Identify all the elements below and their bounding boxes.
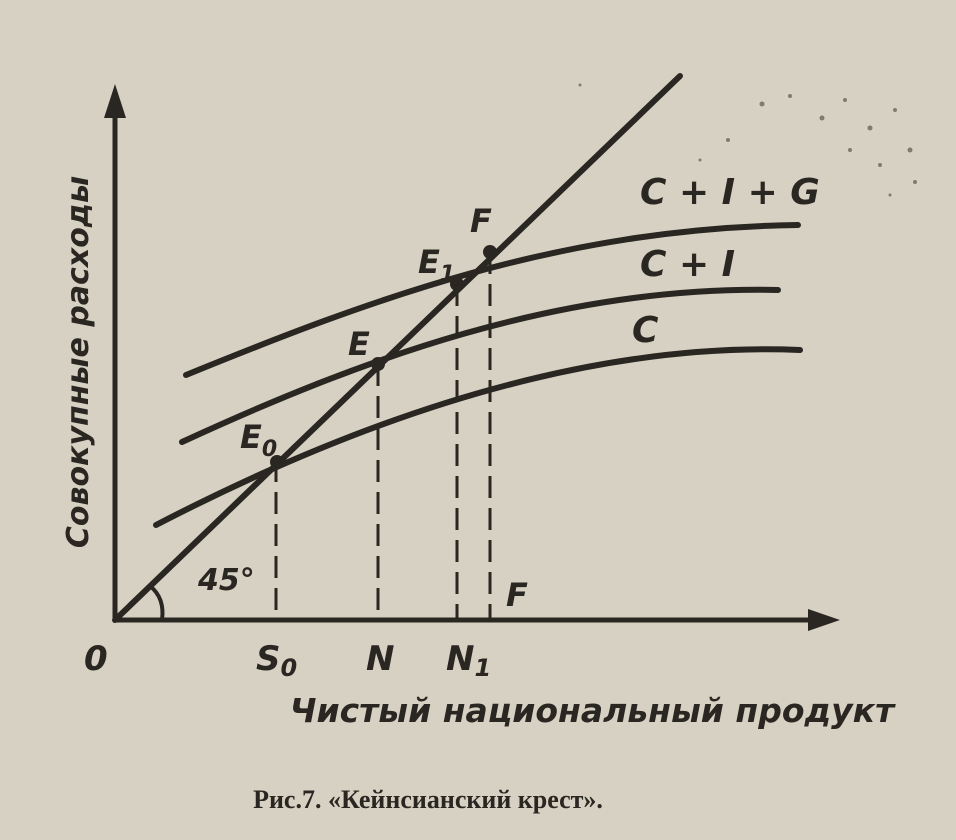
y-axis-arrow-icon xyxy=(104,84,126,118)
angle-arc xyxy=(148,584,165,621)
figure-caption: Рис.7. «Кейнсианский крест». xyxy=(253,785,603,814)
label-c: C xyxy=(632,310,659,351)
y-axis-title: Совокупные расходы xyxy=(61,176,96,548)
curve-c-plus-i xyxy=(179,286,781,445)
label-n: N xyxy=(366,639,394,679)
point-e xyxy=(371,357,385,371)
label-point-e0: E0 xyxy=(240,418,277,462)
point-e1 xyxy=(450,277,464,291)
x-axis-arrow-icon xyxy=(808,609,840,631)
label-point-f-bottom: F xyxy=(506,576,528,614)
label-c-plus-i-plus-g: C + I + G xyxy=(640,172,820,213)
45-degree-line xyxy=(112,73,683,623)
point-f xyxy=(483,245,497,259)
label-point-f-top: F xyxy=(470,202,492,240)
x-axis-title: Чистый национальный продукт xyxy=(290,691,896,730)
label-s0: S0 xyxy=(256,639,297,682)
point-e0 xyxy=(270,455,284,469)
label-point-e1: E1 xyxy=(418,243,455,287)
curve-c xyxy=(153,346,803,528)
paper-speckles xyxy=(578,83,917,197)
label-point-e: E xyxy=(348,325,370,363)
curve-c-plus-i-plus-g xyxy=(183,222,801,378)
label-c-plus-i: C + I xyxy=(640,244,735,285)
label-origin: 0 xyxy=(84,639,108,679)
label-n1: N1 xyxy=(446,639,491,682)
axes xyxy=(104,84,840,631)
label-45-degrees: 45° xyxy=(197,563,255,598)
